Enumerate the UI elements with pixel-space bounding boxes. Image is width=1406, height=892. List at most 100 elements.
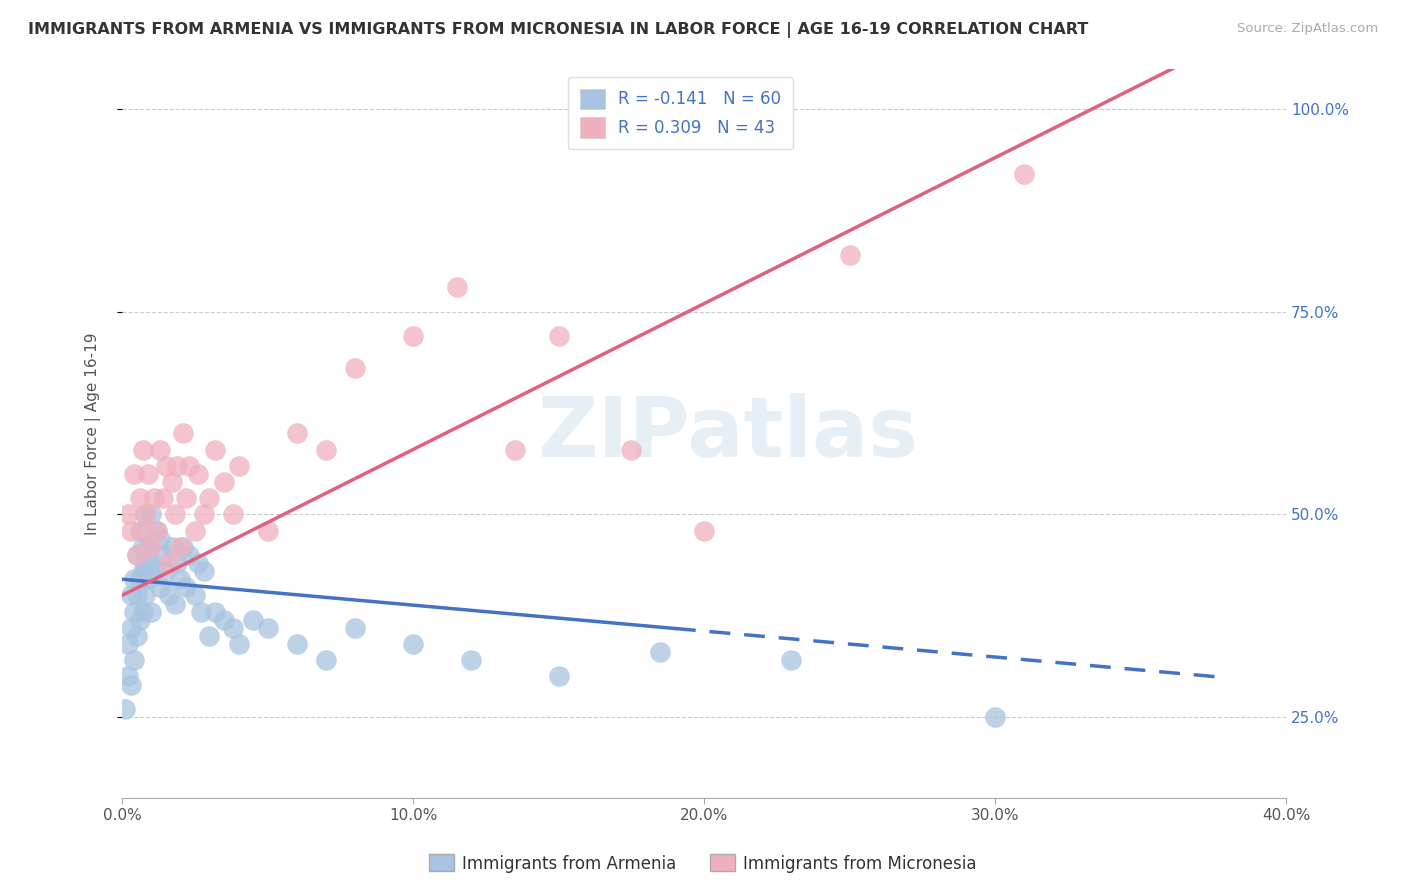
Text: ZIPatlas: ZIPatlas bbox=[537, 392, 918, 474]
Point bbox=[177, 458, 200, 473]
Point bbox=[984, 710, 1007, 724]
Point bbox=[177, 548, 200, 562]
Point bbox=[125, 589, 148, 603]
Point bbox=[136, 572, 159, 586]
Point bbox=[117, 637, 139, 651]
Point bbox=[212, 613, 235, 627]
Point bbox=[547, 669, 569, 683]
Legend: R = -0.141   N = 60, R = 0.309   N = 43: R = -0.141 N = 60, R = 0.309 N = 43 bbox=[568, 77, 793, 149]
Point bbox=[120, 621, 142, 635]
Point bbox=[131, 564, 153, 578]
Point bbox=[402, 637, 425, 651]
Point bbox=[120, 677, 142, 691]
Point bbox=[136, 540, 159, 554]
Point bbox=[402, 329, 425, 343]
Point bbox=[187, 467, 209, 481]
Point bbox=[174, 580, 197, 594]
Point bbox=[650, 645, 672, 659]
Point bbox=[184, 589, 207, 603]
Point bbox=[172, 540, 194, 554]
Point bbox=[172, 426, 194, 441]
Point bbox=[134, 556, 156, 570]
Point bbox=[141, 540, 163, 554]
Point bbox=[157, 589, 180, 603]
Point bbox=[141, 508, 163, 522]
Point bbox=[134, 508, 156, 522]
Point bbox=[128, 572, 150, 586]
Point bbox=[256, 621, 278, 635]
Point bbox=[155, 564, 177, 578]
Point bbox=[187, 556, 209, 570]
Point bbox=[256, 524, 278, 538]
Point bbox=[141, 556, 163, 570]
Point bbox=[143, 491, 166, 505]
Point bbox=[134, 508, 156, 522]
Point bbox=[343, 621, 366, 635]
Point bbox=[122, 467, 145, 481]
Point bbox=[446, 280, 468, 294]
Point bbox=[169, 572, 191, 586]
Point bbox=[128, 524, 150, 538]
Point bbox=[152, 548, 174, 562]
Point bbox=[228, 458, 250, 473]
Point bbox=[117, 508, 139, 522]
Point bbox=[193, 564, 215, 578]
Point bbox=[174, 491, 197, 505]
Point bbox=[122, 605, 145, 619]
Point bbox=[125, 548, 148, 562]
Point bbox=[204, 442, 226, 457]
Point bbox=[157, 556, 180, 570]
Point bbox=[120, 589, 142, 603]
Point bbox=[228, 637, 250, 651]
Point bbox=[285, 637, 308, 651]
Point bbox=[315, 653, 337, 667]
Point bbox=[460, 653, 482, 667]
Y-axis label: In Labor Force | Age 16-19: In Labor Force | Age 16-19 bbox=[86, 332, 101, 534]
Point bbox=[503, 442, 526, 457]
Point bbox=[152, 491, 174, 505]
Point bbox=[190, 605, 212, 619]
Point bbox=[120, 524, 142, 538]
Point bbox=[780, 653, 803, 667]
Point bbox=[122, 653, 145, 667]
Point bbox=[198, 629, 221, 643]
Point bbox=[163, 508, 186, 522]
Point bbox=[693, 524, 716, 538]
Point bbox=[184, 524, 207, 538]
Point bbox=[146, 524, 169, 538]
Point bbox=[136, 467, 159, 481]
Point bbox=[343, 361, 366, 376]
Point bbox=[143, 564, 166, 578]
Point bbox=[620, 442, 643, 457]
Legend: Immigrants from Armenia, Immigrants from Micronesia: Immigrants from Armenia, Immigrants from… bbox=[422, 847, 984, 880]
Point bbox=[242, 613, 264, 627]
Point bbox=[160, 475, 183, 489]
Point bbox=[163, 597, 186, 611]
Point bbox=[134, 589, 156, 603]
Point bbox=[128, 613, 150, 627]
Point bbox=[285, 426, 308, 441]
Point bbox=[166, 458, 188, 473]
Text: Source: ZipAtlas.com: Source: ZipAtlas.com bbox=[1237, 22, 1378, 36]
Point bbox=[166, 556, 188, 570]
Point bbox=[193, 508, 215, 522]
Point bbox=[222, 508, 245, 522]
Point bbox=[131, 442, 153, 457]
Point bbox=[149, 532, 172, 546]
Point bbox=[169, 540, 191, 554]
Point bbox=[125, 629, 148, 643]
Point bbox=[198, 491, 221, 505]
Point bbox=[155, 458, 177, 473]
Point bbox=[128, 491, 150, 505]
Point bbox=[1012, 167, 1035, 181]
Point bbox=[125, 548, 148, 562]
Point bbox=[117, 669, 139, 683]
Point bbox=[149, 580, 172, 594]
Point bbox=[838, 248, 860, 262]
Point bbox=[131, 540, 153, 554]
Point bbox=[204, 605, 226, 619]
Point bbox=[131, 605, 153, 619]
Text: IMMIGRANTS FROM ARMENIA VS IMMIGRANTS FROM MICRONESIA IN LABOR FORCE | AGE 16-19: IMMIGRANTS FROM ARMENIA VS IMMIGRANTS FR… bbox=[28, 22, 1088, 38]
Point bbox=[131, 524, 153, 538]
Point bbox=[122, 572, 145, 586]
